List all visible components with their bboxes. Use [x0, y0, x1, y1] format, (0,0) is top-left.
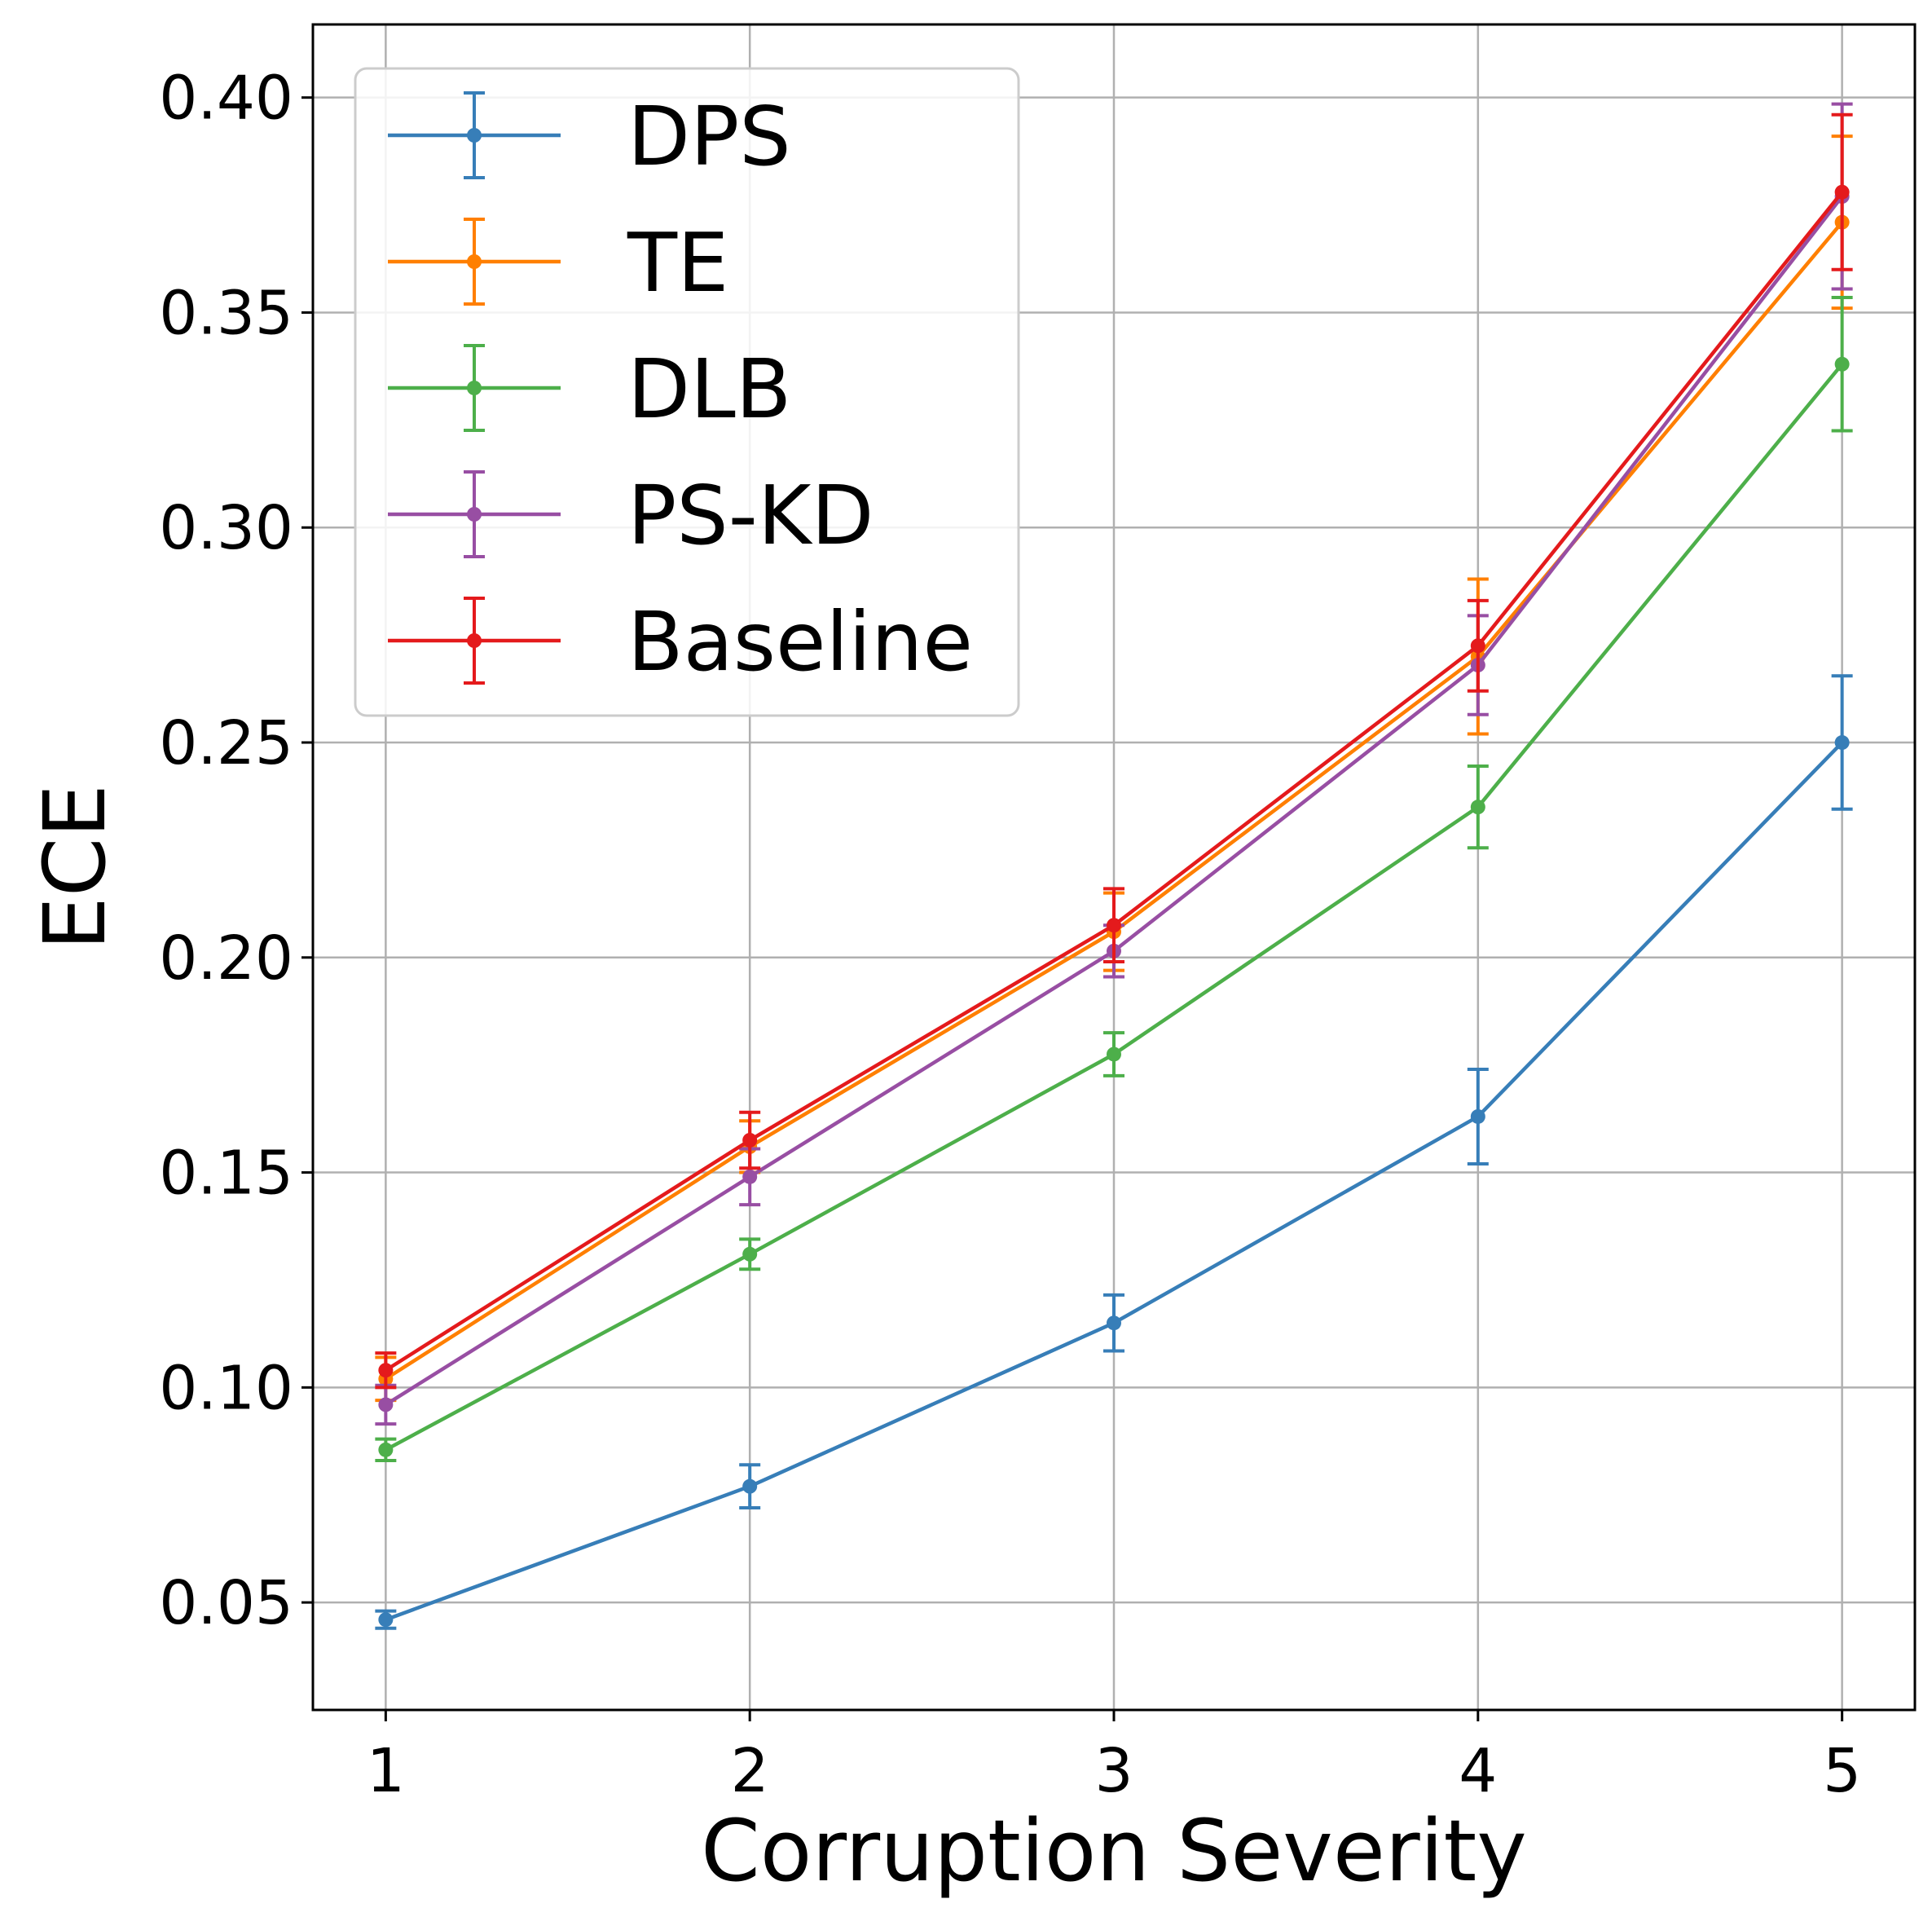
ticks: 1 2 3 4 5 0.05 0.10 0.15 0.20 0.25 0.30 0.35 0.40: [159, 64, 1861, 1806]
data-point: [1834, 356, 1850, 372]
legend-item: PS-KD: [388, 468, 874, 563]
legend-item: DLB: [388, 341, 791, 437]
legend-item: Baseline: [388, 594, 973, 690]
legend-swatch-marker: [467, 633, 482, 648]
data-point: [378, 1442, 394, 1457]
x-tick-label: 3: [1094, 1736, 1133, 1806]
data-point: [378, 1612, 394, 1628]
data-point: [378, 1363, 394, 1378]
data-point: [742, 1246, 758, 1262]
legend-swatch-marker: [467, 381, 482, 395]
legend-label: DPS: [627, 89, 791, 184]
y-tick-label: 0.15: [159, 1139, 293, 1209]
y-axis-title: ECE: [25, 784, 125, 950]
grid: [313, 24, 1915, 1710]
legend-label: PS-KD: [627, 468, 874, 563]
x-tick-label: 4: [1459, 1736, 1497, 1806]
data-point: [1470, 1108, 1485, 1124]
series-dps: [375, 674, 1853, 1630]
data-point: [1834, 184, 1850, 200]
legend-label: DLB: [627, 341, 791, 437]
x-tick-label: 1: [367, 1736, 405, 1806]
data-point: [742, 1169, 758, 1184]
legend-swatch-marker: [467, 128, 482, 143]
y-tick-label: 0.25: [159, 708, 293, 778]
data-point: [1107, 1047, 1121, 1062]
y-tick-label: 0.35: [159, 278, 293, 348]
x-tick-label: 2: [731, 1736, 769, 1806]
y-tick-label: 0.40: [159, 64, 293, 134]
data-point: [1107, 918, 1121, 933]
x-tick-label: 5: [1823, 1736, 1861, 1806]
y-tick-label: 0.30: [159, 493, 293, 563]
y-tick-label: 0.05: [159, 1568, 293, 1638]
data-point: [742, 1132, 758, 1148]
series-layer: [375, 102, 1853, 1630]
data-point: [1107, 1315, 1121, 1331]
y-tick-label: 0.10: [159, 1353, 293, 1423]
legend-label: Baseline: [627, 594, 973, 690]
legend: DPS TE DLB PS-KD Baseline: [354, 67, 1020, 717]
legend-swatch-marker: [467, 254, 482, 269]
data-point: [1834, 735, 1850, 751]
legend-item: TE: [388, 215, 728, 311]
legend-item: DPS: [388, 89, 791, 184]
data-point: [378, 1397, 394, 1412]
series-baseline: [375, 112, 1853, 1390]
data-point: [1470, 800, 1485, 815]
data-point: [742, 1478, 758, 1494]
legend-swatch-marker: [467, 507, 482, 522]
legend-box: [354, 67, 1020, 717]
legend-label: TE: [627, 215, 728, 311]
series-dlb: [375, 295, 1853, 1463]
data-point: [1470, 638, 1485, 654]
y-tick-label: 0.20: [159, 923, 293, 994]
x-axis-title: Corruption Severity: [701, 1801, 1527, 1901]
